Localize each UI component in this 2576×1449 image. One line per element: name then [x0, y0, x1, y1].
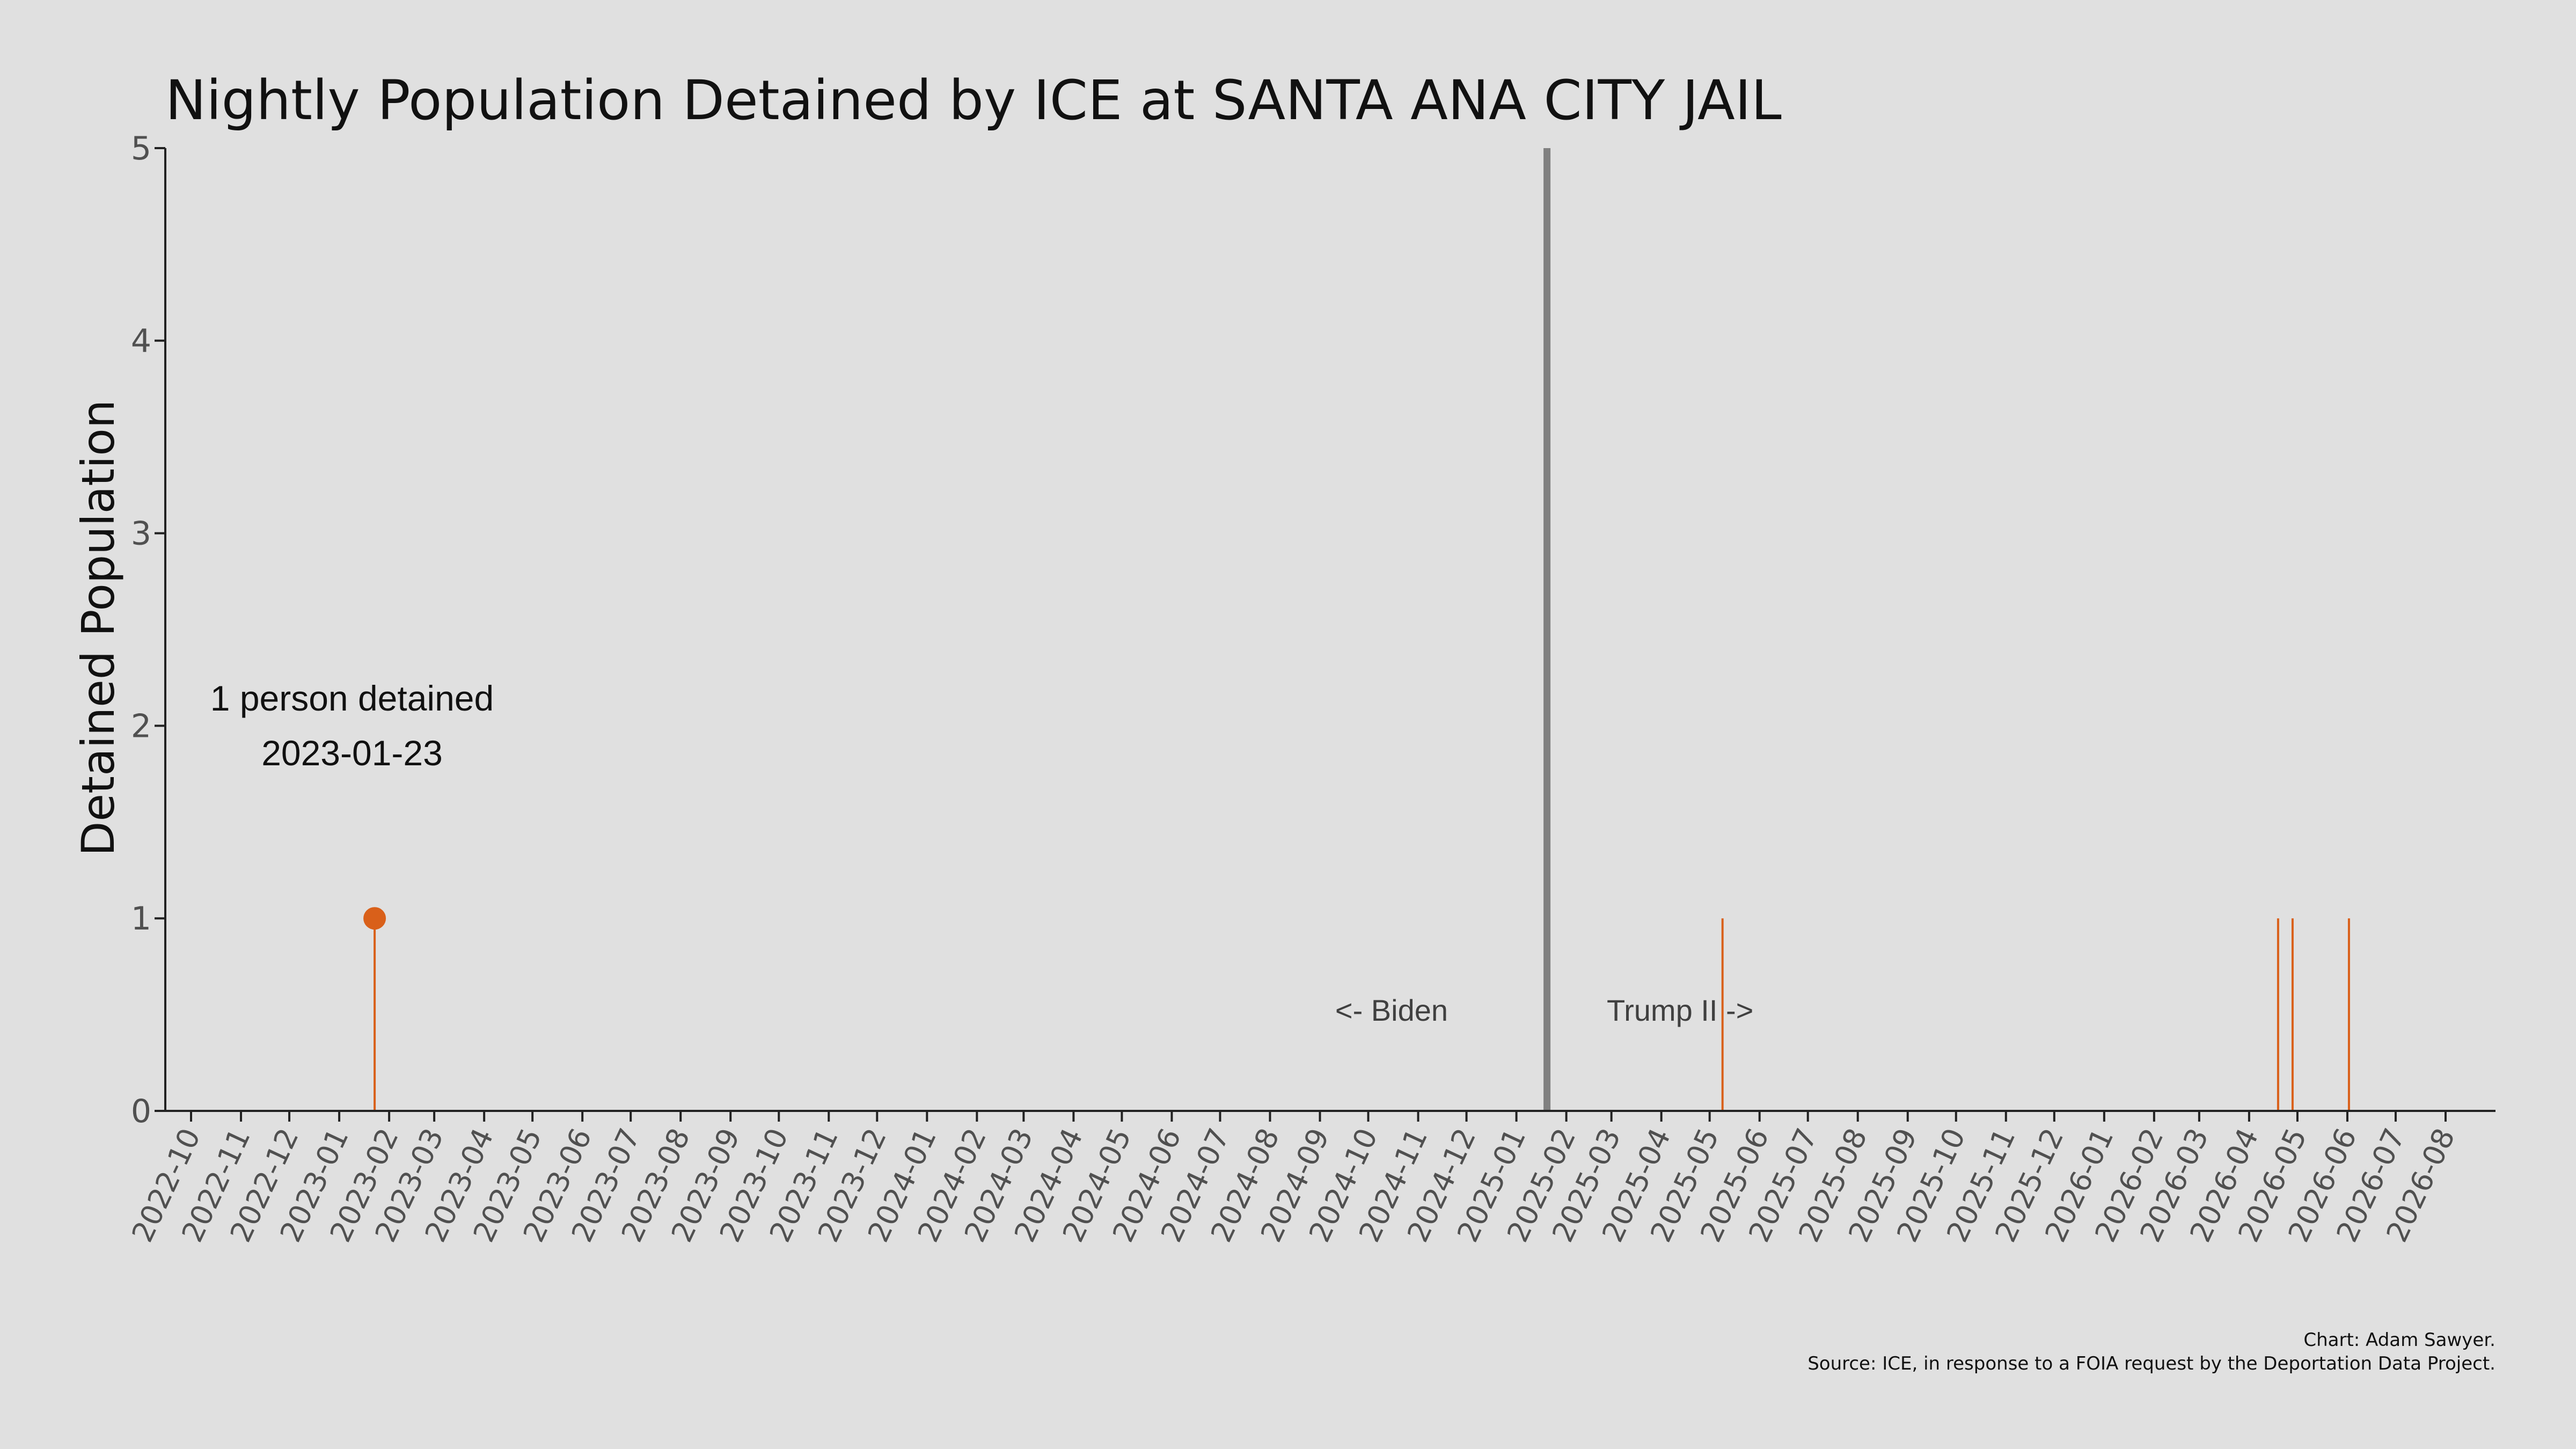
trump-era-label: Trump II ->: [1607, 993, 1753, 1027]
peak-annotation-line1: 1 person detained: [210, 678, 494, 718]
chart-title: Nightly Population Detained by ICE at SA…: [165, 69, 1782, 133]
y-tick-label: 1: [131, 900, 151, 938]
y-tick-label: 4: [131, 323, 151, 360]
y-axis-label: Detained Population: [72, 400, 125, 856]
y-tick-label: 5: [131, 130, 151, 167]
credit-source: Source: ICE, in response to a FOIA reque…: [1807, 1353, 2496, 1374]
y-tick-label: 2: [131, 707, 151, 745]
peak-annotation-line2: 2023-01-23: [261, 733, 443, 773]
bars-layer: [374, 918, 2350, 1111]
y-tick-label: 0: [131, 1093, 151, 1130]
credit-author: Chart: Adam Sawyer.: [2303, 1329, 2496, 1351]
y-ticks: 0 1 2 3 4 5: [131, 130, 165, 1130]
biden-era-label: <- Biden: [1335, 993, 1448, 1027]
y-tick-label: 3: [131, 515, 151, 553]
peak-marker: [363, 907, 386, 930]
